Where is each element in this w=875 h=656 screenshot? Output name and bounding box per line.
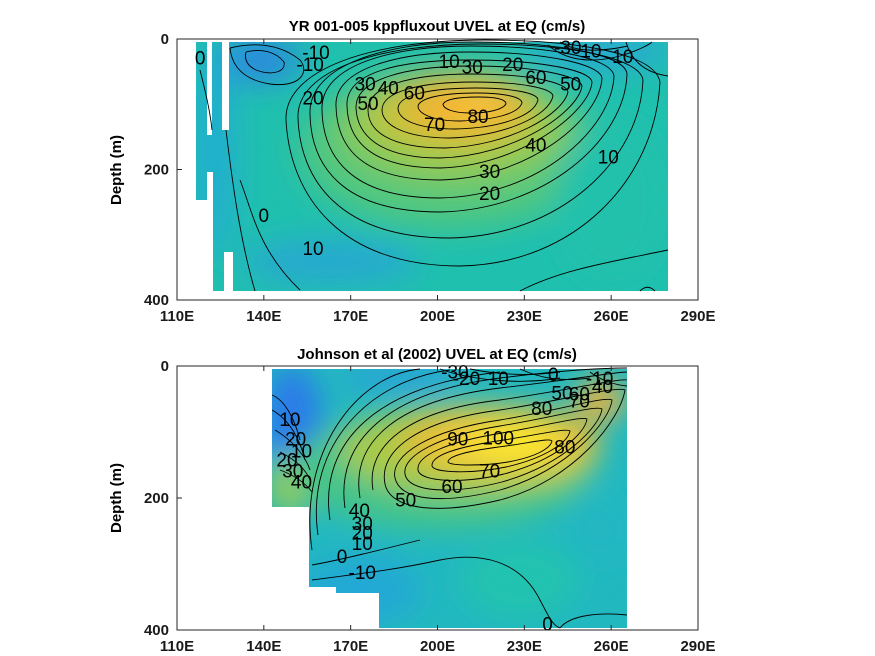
contour-label: 0 [548, 365, 559, 386]
ytick-label: 400 [144, 292, 169, 309]
contour-label: 80 [554, 438, 575, 459]
xtick-label: 170E [333, 308, 368, 325]
contour-label: 30 [282, 461, 303, 482]
contour-label: 10 [598, 147, 619, 168]
contour-label: 50 [395, 490, 416, 511]
contour-label: 40 [291, 473, 312, 494]
contour-label: 0 [337, 547, 348, 568]
xtick-label: 230E [507, 638, 542, 655]
xtick-label: 290E [680, 638, 715, 655]
contour-label: 70 [569, 391, 590, 412]
contour-label: 40 [525, 136, 546, 157]
contour-label: 70 [424, 115, 445, 136]
panel-top-contours [199, 39, 669, 292]
contour-label: 20 [502, 55, 523, 76]
panel-bottom-yticks: 0 200 400 [144, 358, 182, 639]
xtick-label: 140E [246, 308, 281, 325]
contour-label: 20 [276, 451, 297, 472]
contour-label: 10 [352, 534, 373, 555]
panel-bottom-title: Johnson et al (2002) UVEL at EQ (cm/s) [297, 346, 577, 363]
contour-label: 20 [302, 89, 323, 110]
contour-label: 0 [195, 48, 206, 69]
panel-bottom-contours [271, 367, 628, 629]
contour-label: 70 [479, 461, 500, 482]
ytick-label: 200 [144, 162, 169, 179]
xtick-label: 110E [160, 638, 194, 655]
contour-label: 30 [479, 162, 500, 183]
contour-label: -10 [349, 563, 376, 584]
ytick-label: 0 [161, 31, 169, 48]
contour-label: 40 [349, 501, 370, 522]
contour-label: -10 [302, 43, 329, 64]
contour-label: 50 [357, 94, 378, 115]
panel-bottom: Johnson et al (2002) UVEL at EQ (cm/s) [108, 346, 716, 655]
contour-label: 50 [560, 74, 581, 95]
panel-top-mask-2 [222, 42, 229, 130]
contour-label: 60 [404, 84, 425, 105]
xtick-label: 200E [420, 308, 455, 325]
contour-label: 30 [355, 74, 376, 95]
contour-label: 30 [352, 514, 373, 535]
panel-top-mask-3 [207, 172, 213, 291]
contour-label: 10 [302, 239, 323, 260]
contour-label: 50 [551, 383, 572, 404]
contour-label: -10 [296, 55, 323, 76]
contour-label: -10 [586, 369, 613, 390]
panel-bottom-xticks: 110E 140E 170E 200E 230E 260E 290E [160, 366, 716, 655]
contour-label: 40 [592, 377, 613, 398]
xtick-label: 230E [507, 308, 542, 325]
contour-label: 20 [285, 430, 306, 451]
xtick-label: 140E [246, 638, 281, 655]
contour-label: 20 [479, 184, 500, 205]
contour-label: 0 [259, 206, 270, 227]
contour-label: 100 [482, 428, 514, 449]
xtick-label: 260E [594, 308, 629, 325]
contour-label: 80 [467, 107, 488, 128]
panel-top: YR 001-005 kppfluxout UVEL at EQ (cm/s) [108, 18, 716, 325]
panel-top-xticks: 110E 140E 170E 200E 230E 260E 290E [160, 39, 716, 325]
panel-bottom-ylabel: Depth (m) [108, 463, 125, 533]
contour-label: 0 [542, 614, 553, 635]
contour-label: 10 [439, 52, 460, 73]
ytick-label: 200 [144, 490, 169, 507]
ytick-label: 400 [144, 622, 169, 639]
contour-label: 10 [279, 410, 300, 431]
xtick-label: 170E [333, 638, 368, 655]
xtick-label: 110E [160, 308, 194, 325]
xtick-label: 290E [680, 308, 715, 325]
contour-label: 90 [447, 430, 468, 451]
contour-label: -30 [554, 38, 581, 59]
contour-label: 30 [462, 57, 483, 78]
panel-top-yticks: 0 200 400 [144, 31, 182, 309]
contour-label: 10 [612, 47, 633, 68]
contour-label: 60 [525, 68, 546, 89]
contour-label: 20 [352, 523, 373, 544]
contour-label: 80 [531, 399, 552, 420]
xtick-label: 200E [420, 638, 455, 655]
contour-label: 10 [580, 42, 601, 63]
contour-label: -20 [453, 369, 480, 390]
contour-label: 40 [378, 78, 399, 99]
ytick-label: 0 [161, 358, 169, 375]
panel-top-title: YR 001-005 kppfluxout UVEL at EQ (cm/s) [289, 18, 585, 35]
xtick-label: 260E [594, 638, 629, 655]
panel-top-ylabel: Depth (m) [108, 135, 125, 205]
contour-label: 60 [441, 477, 462, 498]
contour-label: -30 [441, 362, 468, 383]
contour-label: 10 [291, 441, 312, 462]
panel-top-mask-4 [196, 200, 207, 291]
panel-top-mask-1 [207, 42, 212, 135]
contour-label: 10 [488, 369, 509, 390]
contour-label: 60 [569, 385, 590, 406]
